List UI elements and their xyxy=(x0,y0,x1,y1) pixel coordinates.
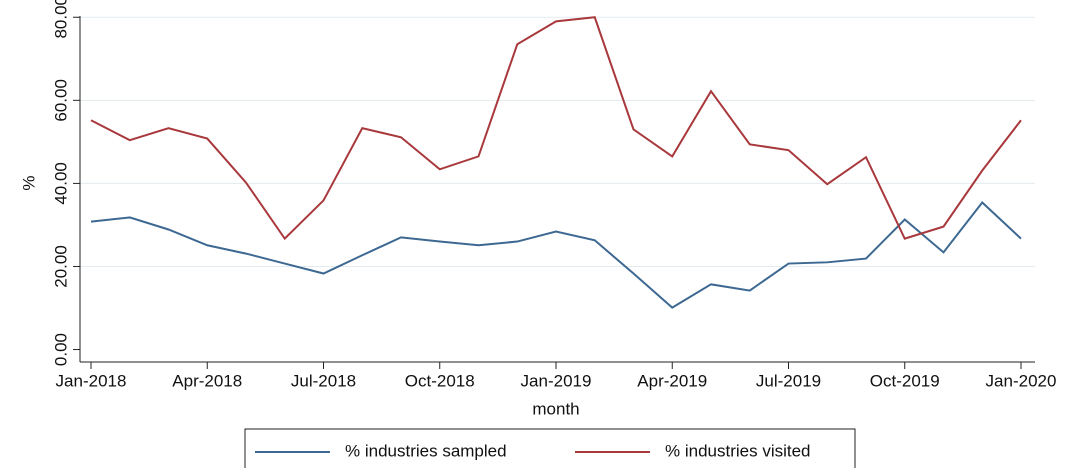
legend-box xyxy=(244,428,856,468)
x-tick-label: Jan-2018 xyxy=(56,371,127,390)
x-tick-label: Jul-2018 xyxy=(291,371,356,390)
y-axis-label: % xyxy=(19,175,38,190)
y-tick-label: 20.00 xyxy=(51,245,70,288)
x-tick-label: Jul-2019 xyxy=(756,371,821,390)
legend-label: % industries sampled xyxy=(345,441,507,460)
x-tick-label: Jan-2019 xyxy=(521,371,592,390)
y-tick-label: 60.00 xyxy=(51,79,70,122)
y-tick-label: 80.00 xyxy=(51,0,70,39)
x-tick-label: Apr-2018 xyxy=(172,371,242,390)
x-tick-label: Jan-2020 xyxy=(986,371,1057,390)
x-tick-label: Oct-2019 xyxy=(870,371,940,390)
y-tick-label: 40.00 xyxy=(51,162,70,205)
x-axis-label: month xyxy=(532,399,579,418)
x-tick-label: Oct-2018 xyxy=(405,371,475,390)
y-tick-label: 0.00 xyxy=(51,333,70,366)
x-tick-label: Apr-2019 xyxy=(637,371,707,390)
line-series xyxy=(90,201,1022,309)
line-series xyxy=(90,16,1022,241)
legend-label: % industries visited xyxy=(665,441,811,460)
